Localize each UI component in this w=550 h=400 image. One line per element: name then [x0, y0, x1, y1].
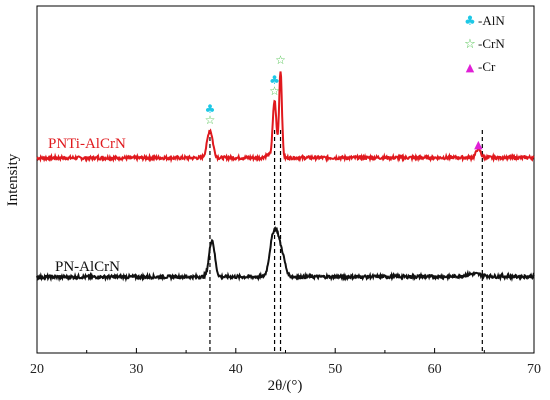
series-label-pn-alcrn: PN-AlCrN [55, 259, 120, 275]
series-line-pnti-alcrn [36, 71, 535, 164]
x-tick-label-60: 60 [428, 362, 442, 377]
x-tick-label-40: 40 [229, 362, 243, 377]
x-axis-ticks: 20 30 40 50 60 70 [30, 348, 541, 377]
peak-marker-aln-0: ♣ [205, 102, 216, 116]
legend-label-0: -AlN [478, 13, 505, 28]
x-axis-title: 2θ/(°) [268, 378, 303, 394]
x-tick-label-70: 70 [527, 362, 541, 377]
legend-symbol-1: ☆ [464, 37, 476, 52]
legend-symbol-2: ▲ [466, 61, 475, 74]
peak-marker-aln-1: ♣ [269, 73, 280, 87]
reference-lines [209, 130, 483, 353]
legend: ♣ -AlN☆ -CrN▲ -Cr [464, 13, 505, 74]
series-line-pn-alcrn [36, 226, 535, 283]
series-lines [36, 71, 535, 283]
x-tick-label-50: 50 [328, 362, 342, 377]
peak-marker-cr-3: ▲ [474, 138, 483, 151]
peak-markers: ♣☆♣☆☆▲ [205, 53, 484, 151]
legend-symbol-0: ♣ [464, 14, 476, 29]
legend-label-2: -Cr [478, 59, 496, 74]
peak-marker-crn-1: ☆ [269, 84, 280, 98]
peak-marker-crn-2: ☆ [275, 53, 286, 67]
x-tick-label-20: 20 [30, 362, 44, 377]
series-label-pnti-alcrn: PNTi-AlCrN [48, 136, 126, 152]
x-tick-label-30: 30 [129, 362, 143, 377]
peak-marker-crn-0: ☆ [205, 113, 216, 127]
y-axis-title: Intensity [5, 153, 21, 206]
legend-label-1: -CrN [478, 36, 505, 51]
